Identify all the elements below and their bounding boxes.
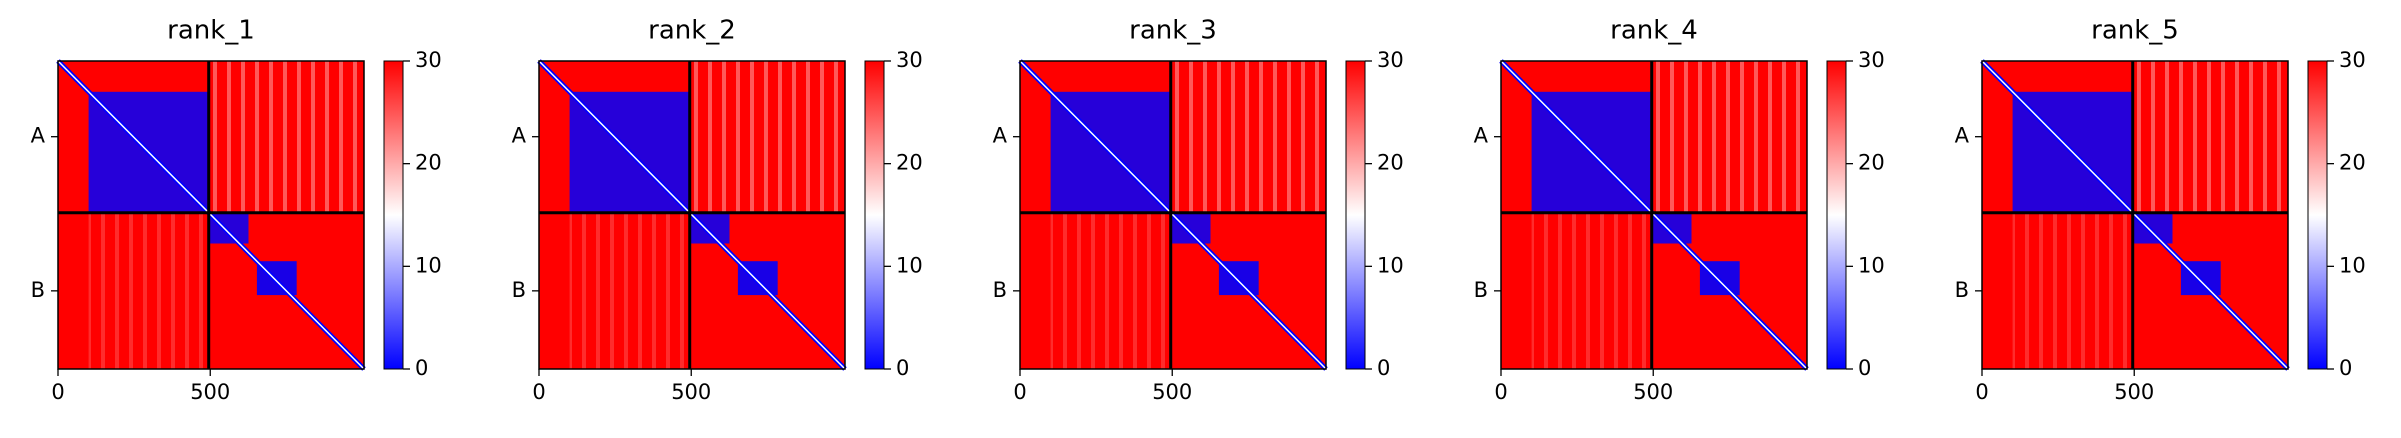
chart-title: rank_4: [1610, 16, 1698, 46]
x-tick-label: 0: [532, 380, 545, 404]
interchain-region: [2012, 212, 2133, 369]
panel: rank_1 0 500 A B 0 10 20 30: [31, 16, 442, 405]
colorbar-tick-label: 30: [1858, 48, 1885, 72]
x-tick-label: 0: [1494, 380, 1507, 404]
plot-frame: [1500, 60, 1808, 370]
chart-title: rank_3: [1129, 16, 1217, 46]
interchain-region: [689, 61, 845, 213]
colorbar: [864, 60, 885, 370]
panel: rank_2 0 500 A B 0 10 20 30: [512, 16, 923, 405]
colorbar: [383, 60, 404, 370]
y-tick-label: B: [31, 278, 45, 302]
panel: rank_3 0 500 A B 0 10 20 30: [993, 16, 1404, 405]
colorbar-tick-label: 10: [896, 253, 923, 277]
colorbar-tick-label: 20: [896, 151, 923, 175]
colorbar-tick-label: 10: [1377, 253, 1404, 277]
colorbar-tick-label: 10: [1858, 253, 1885, 277]
interchain-region: [1050, 212, 1171, 369]
colorbar-tick-label: 30: [415, 48, 442, 72]
x-tick-label: 500: [671, 380, 711, 404]
diagonal: [1981, 60, 2289, 370]
diagonal: [538, 60, 846, 370]
y-tick-label: B: [512, 278, 526, 302]
y-tick-label: B: [1955, 278, 1969, 302]
x-tick-label: 500: [2114, 380, 2154, 404]
colorbar: [1826, 60, 1847, 370]
interchain-region: [1531, 212, 1652, 369]
diagonal: [1019, 60, 1327, 370]
colorbar-tick-label: 30: [2339, 48, 2366, 72]
colorbar: [1345, 60, 1366, 370]
colorbar-tick-label: 0: [896, 356, 909, 380]
colorbar-tick-label: 0: [415, 356, 428, 380]
y-tick-label: A: [1955, 124, 1970, 148]
colorbar-tick-label: 0: [2339, 356, 2352, 380]
colorbar-tick-label: 10: [415, 253, 442, 277]
y-tick-label: A: [512, 124, 527, 148]
interchain-region: [1651, 61, 1807, 213]
x-tick-label: 0: [51, 380, 64, 404]
chart-title: rank_1: [167, 16, 255, 46]
interchain-region: [1170, 61, 1326, 213]
x-tick-label: 500: [1633, 380, 1673, 404]
interchain-region: [2132, 61, 2288, 213]
chart-title: rank_2: [648, 16, 736, 46]
x-tick-label: 0: [1013, 380, 1026, 404]
chart-title: rank_5: [2091, 16, 2179, 46]
x-tick-label: 500: [1152, 380, 1192, 404]
plot-frame: [1981, 60, 2289, 370]
interchain-region: [88, 212, 209, 369]
panel: rank_4 0 500 A B 0 10 20 30: [1474, 16, 1885, 405]
interchain-region: [569, 212, 690, 369]
interchain-region: [208, 61, 364, 213]
colorbar-tick-label: 30: [896, 48, 923, 72]
plot-frame: [1019, 60, 1327, 370]
colorbar-tick-label: 30: [1377, 48, 1404, 72]
y-tick-label: A: [31, 124, 46, 148]
colorbar-tick-label: 20: [1377, 151, 1404, 175]
y-tick-label: B: [993, 278, 1007, 302]
y-tick-label: B: [1474, 278, 1488, 302]
x-tick-label: 500: [190, 380, 230, 404]
colorbar-tick-label: 0: [1858, 356, 1871, 380]
colorbar-tick-label: 0: [1377, 356, 1390, 380]
colorbar-tick-label: 20: [1858, 151, 1885, 175]
diagonal: [57, 60, 365, 370]
plot-frame: [57, 60, 365, 370]
x-tick-label: 0: [1975, 380, 1988, 404]
plot-frame: [538, 60, 846, 370]
colorbar-tick-label: 20: [2339, 151, 2366, 175]
colorbar: [2307, 60, 2328, 370]
colorbar-tick-label: 10: [2339, 253, 2366, 277]
panel: rank_5 0 500 A B 0 10 20 30: [1955, 16, 2366, 405]
colorbar-tick-label: 20: [415, 151, 442, 175]
diagonal: [1500, 60, 1808, 370]
y-tick-label: A: [1474, 124, 1489, 148]
y-tick-label: A: [993, 124, 1008, 148]
